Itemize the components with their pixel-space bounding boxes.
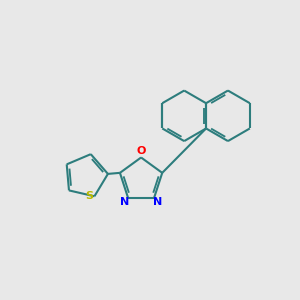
Text: S: S [85,191,93,201]
Text: N: N [120,197,129,207]
Text: O: O [136,146,146,156]
Text: N: N [153,197,162,207]
